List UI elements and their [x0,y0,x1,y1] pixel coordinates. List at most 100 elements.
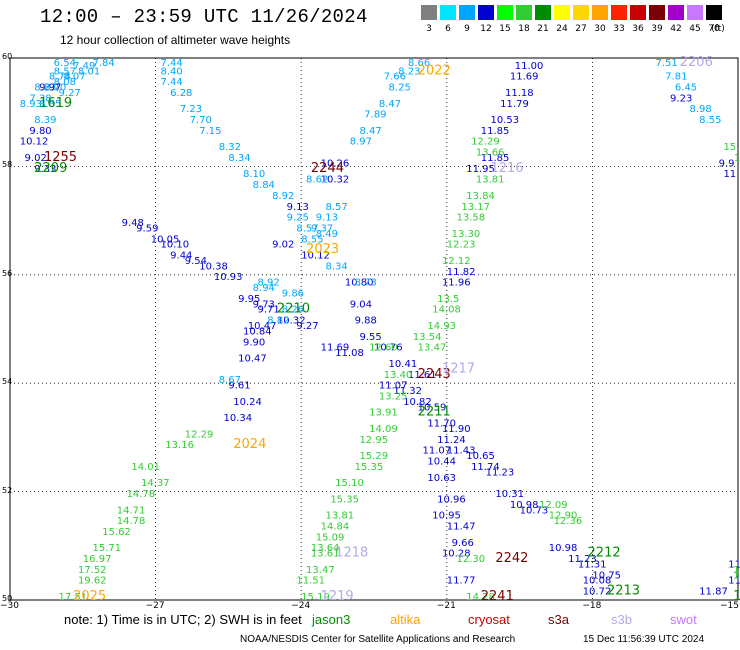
wave-height-value: 8.25 [389,83,411,94]
wave-height-value: 10.96 [437,494,466,505]
wave-height-value: 8.82 [267,316,289,327]
wave-height-value: 11.79 [500,99,529,110]
wave-height-value: 10.98 [510,500,539,511]
wave-height-value: 11.51 [296,576,325,587]
longitude-tick-label: −24 [291,601,311,611]
wave-height-value: 17.51 [59,592,88,603]
wave-height-value: 8.55 [699,115,721,126]
map-frame [9,57,739,601]
wave-height-value: 8.92 [258,278,280,289]
color-scale-label: 18 [518,24,530,34]
wave-height-value: 11.77 [447,576,476,587]
wave-height-value: 10.32 [321,175,350,186]
wave-height-value: 13.06 [734,153,740,164]
wave-height-value: 16.97 [83,554,112,565]
wave-height-value: 13.47 [418,343,447,354]
wave-height-value: 8.67 [219,375,241,386]
wave-height-value: 9.97 [39,83,61,94]
wave-height-value: 8.84 [253,180,275,191]
wave-height-value: 10.32 [277,316,306,327]
wave-height-value: 8.85 [39,99,61,110]
longitude-tick-label: −18 [582,601,602,611]
wave-height-value: 9.02 [25,153,47,164]
wave-height-value: 7.89 [364,110,386,121]
wave-height-value: 11.95 [466,164,495,175]
pass-time-label: 2209 [34,161,67,176]
wave-height-value: 10.12 [301,251,330,262]
wave-height-value: 10.08 [583,576,612,587]
wave-height-value: 11.90 [728,576,740,587]
wave-height-value: 9.37 [311,223,333,234]
wave-height-value: 11.23 [568,554,597,565]
pass-time-label: 2242 [495,551,528,566]
color-scale-label: 24 [556,24,568,34]
wave-height-value: 10.34 [224,413,253,424]
color-scale-label: 9 [464,24,470,34]
wave-height-value: 14.84 [321,522,350,533]
color-scale-label: 36 [632,24,644,34]
color-swatch [611,5,627,20]
pass-time-label: 1255 [44,150,77,165]
wave-height-value: 10.98 [549,543,578,554]
pass-time-label: 2024 [233,437,266,452]
wave-height-value: 8.57 [54,66,76,77]
wave-height-value: 12.90 [549,511,578,522]
wave-height-value: 8.55 [301,234,323,245]
wave-height-value: 8.40 [160,66,182,77]
wave-height-value: 6.54 [54,58,76,69]
color-swatch [630,5,646,20]
color-swatch [554,5,570,20]
satellite-legend-s3b: s3b [611,612,632,627]
color-swatch [535,5,551,20]
wave-height-value: 9.88 [355,316,377,327]
wave-height-value: 14.78 [117,516,146,527]
wave-height-value: 8.93 [20,99,42,110]
color-swatch [459,5,475,20]
latitude-tick-label: 58 [2,160,13,170]
wave-height-value: 8.08 [54,77,76,88]
wave-height-value: 10.84 [243,326,272,337]
wave-height-value: 9.71 [258,305,280,316]
wave-height-value: 9.02 [272,240,294,251]
wave-height-value: 8.23 [34,83,56,94]
wave-height-value: 13.61 [311,549,340,560]
wave-height-value: 8.47 [379,99,401,110]
wave-height-value: 9.86 [282,288,304,299]
wave-height-value: 11.07 [379,381,408,392]
latitude-tick-label: 54 [2,377,13,387]
footer-timestamp: 15 Dec 11:56:39 UTC 2024 [583,634,705,645]
wave-height-value: 10.38 [199,261,228,272]
satellite-legend-swot: swot [670,612,697,627]
wave-height-value: 11.70 [427,419,456,430]
color-scale-label: 27 [575,24,587,34]
wave-height-value: 9.44 [170,251,192,262]
wave-height-value: 7.38 [29,93,51,104]
wave-height-value: 10.65 [466,451,495,462]
wave-height-value: 11.24 [437,435,466,446]
wave-height-value: 8.07 [63,72,85,83]
wave-height-value: 9.73 [253,299,275,310]
wave-height-value: 9.23 [670,93,692,104]
wave-height-value: 11.31 [578,559,607,570]
wave-height-value: 9.04 [350,299,372,310]
wave-height-value: 13.47 [306,565,335,576]
wave-height-value: 7.51 [655,58,677,69]
wave-height-value: 9.55 [359,332,381,343]
wave-height-value: 9.66 [452,538,474,549]
wave-height-value: 8.34 [325,261,347,272]
wave-height-value: 14.78 [126,489,155,500]
color-swatch [573,5,589,20]
wave-height-value: 15.29 [359,451,388,462]
wave-height-value: 10.80 [345,278,374,289]
satellite-legend-cryosat: cryosat [468,612,510,627]
pass-time-label: 2210 [277,302,310,317]
wave-height-value: 10.44 [427,457,456,468]
wave-height-value: 13.91 [369,408,398,419]
pass-time-label: 1... [733,589,740,604]
color-scale-unit: (ft) [711,24,725,34]
wave-height-value: 15.71 [93,543,122,554]
wave-height-value: 13.30 [452,229,481,240]
wave-height-value: 12.95 [359,435,388,446]
color-swatch [687,5,703,20]
wave-height-value: 17.52 [78,565,107,576]
